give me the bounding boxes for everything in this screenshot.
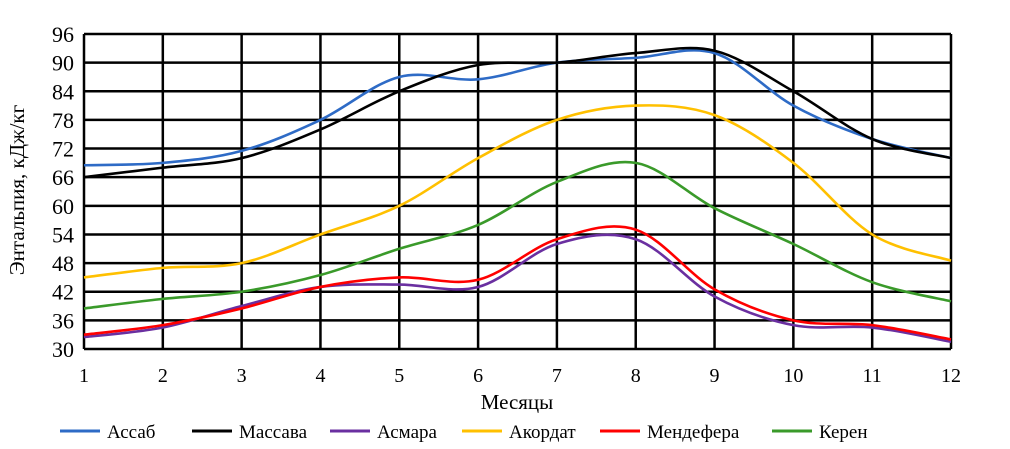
legend-label: Акордат: [509, 422, 576, 443]
x-tick-label: 5: [394, 365, 404, 387]
x-tick-label: 3: [237, 365, 247, 387]
series-line-2: [83, 46, 952, 179]
x-tick-label: 4: [315, 365, 325, 387]
x-axis-label: Месяцы: [481, 390, 554, 414]
x-tick-label: 2: [158, 365, 168, 387]
y-tick-label: 66: [52, 165, 74, 190]
legend-label: Массава: [239, 422, 308, 443]
x-tick-label: 12: [941, 365, 961, 387]
y-tick-label: 30: [52, 337, 74, 362]
x-tick-label: 10: [783, 365, 803, 387]
y-tick-label: 60: [52, 194, 74, 219]
y-tick-label: 96: [52, 22, 74, 47]
series-line-3: [83, 233, 952, 344]
legend-label: Асмара: [377, 422, 438, 443]
x-tick-labels: 1 2 3 4 5 6 7 8 9 10 11 12: [79, 365, 961, 387]
y-tick-labels: 30 36 42 48 54 60 66 72 78 84 90 96: [52, 22, 74, 362]
grid: [82, 32, 953, 351]
x-tick-label: 11: [863, 365, 882, 387]
x-tick-label: 8: [631, 365, 641, 387]
x-tick-label: 7: [552, 365, 562, 387]
y-tick-label: 42: [52, 280, 74, 305]
x-tick-label: 1: [79, 365, 89, 387]
legend-label: Мендефера: [647, 422, 740, 443]
legend-label: Ассаб: [107, 422, 155, 443]
y-tick-label: 72: [52, 137, 74, 162]
series-line-1: [83, 49, 952, 167]
y-tick-label: 78: [52, 108, 74, 133]
series-lines: [83, 46, 952, 344]
legend-label: Керен: [819, 422, 867, 443]
legend: Ассаб Массава Асмара Акордат Мендефера Керен: [60, 422, 867, 443]
y-tick-label: 48: [52, 251, 74, 276]
y-tick-label: 90: [52, 51, 74, 76]
x-tick-label: 6: [473, 365, 483, 387]
series-line-5: [83, 225, 952, 341]
series-line-4: [83, 104, 952, 279]
y-axis-label: Энтальпия, кДж/кг: [5, 104, 29, 275]
series-line-6: [83, 160, 952, 310]
y-tick-label: 54: [52, 222, 74, 247]
x-tick-label: 9: [710, 365, 720, 387]
y-tick-label: 36: [52, 308, 74, 333]
y-tick-label: 84: [52, 79, 74, 104]
